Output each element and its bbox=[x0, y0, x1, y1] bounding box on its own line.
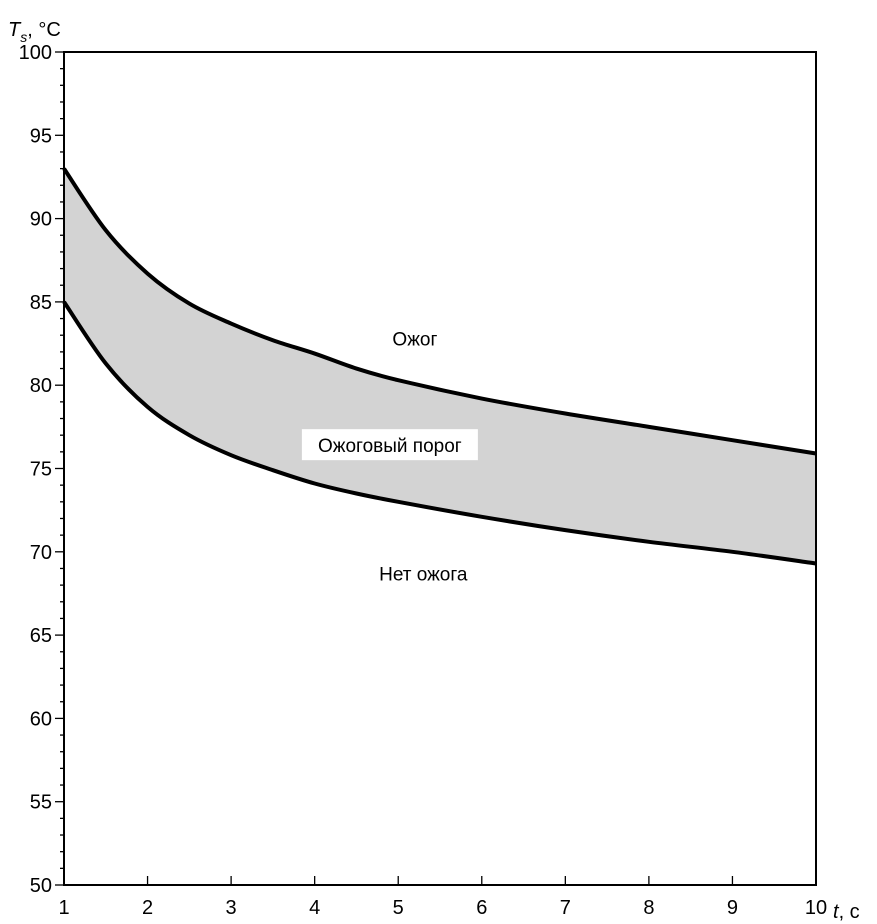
tick-layer bbox=[55, 51, 817, 886]
y-tick-label: 50 bbox=[30, 875, 52, 897]
band-layer bbox=[64, 168, 816, 564]
upper-threshold-line bbox=[62, 167, 817, 456]
y-axis-symbol: T bbox=[8, 19, 22, 41]
burn-threshold-band bbox=[64, 168, 816, 564]
annotation-threshold: Ожоговый порог bbox=[318, 436, 462, 457]
y-tick-label: 60 bbox=[30, 708, 52, 730]
x-tick-label: 6 bbox=[476, 897, 487, 919]
y-tick-label: 100 bbox=[19, 42, 52, 64]
y-tick-label: 95 bbox=[30, 125, 52, 147]
annotation-box bbox=[301, 429, 478, 461]
x-tick-label: 8 bbox=[643, 897, 654, 919]
y-tick-label: 55 bbox=[30, 792, 52, 814]
x-tick-label: 5 bbox=[393, 897, 404, 919]
y-axis-unit: , °C bbox=[27, 19, 61, 41]
y-tick-label: 70 bbox=[30, 542, 52, 564]
annotation-no-burn: Нет ожога bbox=[379, 564, 468, 585]
lower-threshold-line bbox=[62, 300, 817, 566]
x-tick-label: 1 bbox=[58, 897, 69, 919]
x-tick-label: 10 bbox=[805, 897, 827, 919]
y-axis-title: Ts, °C bbox=[8, 19, 61, 45]
x-tick-label: 7 bbox=[560, 897, 571, 919]
x-tick-label: 9 bbox=[727, 897, 738, 919]
y-tick-label: 75 bbox=[30, 459, 52, 481]
x-axis-symbol: t bbox=[833, 901, 840, 923]
y-axis-subscript: s bbox=[20, 29, 27, 45]
y-tick-label: 85 bbox=[30, 292, 52, 314]
x-axis-title: t, с bbox=[833, 901, 860, 923]
x-tick-label: 3 bbox=[226, 897, 237, 919]
label-layer: 50 55 60 65 70 75 80 85 90 95 100 1 2 3 4 5 6 7 8 9 10 Ожог Ож… bbox=[19, 42, 828, 919]
annotation-burn: Ожог bbox=[392, 330, 437, 351]
series-layer bbox=[62, 167, 817, 566]
y-tick-label: 90 bbox=[30, 209, 52, 231]
x-tick-label: 4 bbox=[309, 897, 320, 919]
y-tick-label: 65 bbox=[30, 625, 52, 647]
x-tick-label: 2 bbox=[142, 897, 153, 919]
x-axis-unit: , с bbox=[839, 901, 860, 923]
y-tick-label: 80 bbox=[30, 375, 52, 397]
